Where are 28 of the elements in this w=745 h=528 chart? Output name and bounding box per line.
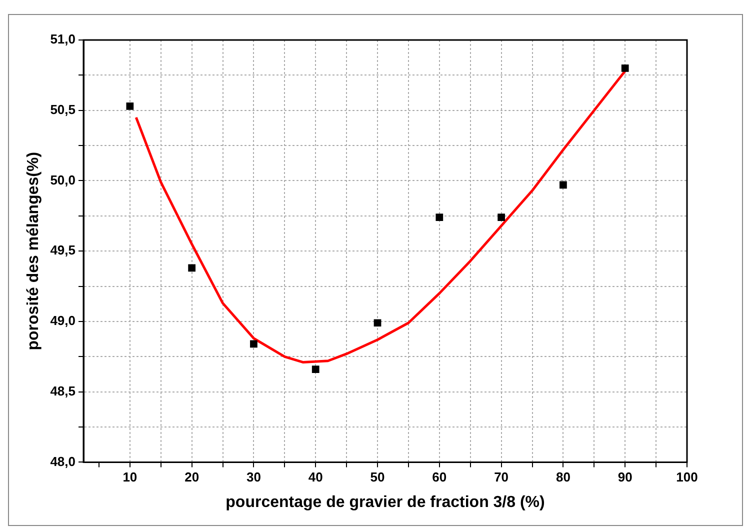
x-tick-label: 80 — [556, 470, 570, 485]
y-tick-label: 51,0 — [50, 32, 76, 47]
x-tick-label: 100 — [676, 470, 698, 485]
y-tick-label: 48,5 — [50, 383, 76, 398]
x-tick-label: 10 — [122, 470, 138, 485]
point — [560, 181, 567, 189]
point — [374, 319, 382, 327]
x-axis-title: pourcentage de gravier de fraction 3/8 (%) — [226, 494, 545, 511]
y-tick-label: 48,0 — [50, 454, 76, 469]
x-tick-label: 30 — [246, 470, 261, 485]
x-tick-label: 60 — [432, 470, 447, 485]
x-tick-label: 70 — [494, 470, 509, 485]
y-tick-label: 49,0 — [50, 313, 76, 328]
y-axis-title: porosité des mélanges(%) — [25, 152, 42, 350]
point — [498, 214, 505, 222]
y-tick-label: 50,5 — [50, 102, 76, 117]
point — [621, 64, 629, 72]
point — [312, 366, 320, 373]
x-tick-label: 40 — [308, 470, 323, 485]
point — [436, 214, 444, 222]
point — [188, 264, 196, 272]
x-tick-label: 50 — [370, 470, 385, 485]
point — [126, 102, 134, 110]
x-tick-label: 90 — [618, 470, 632, 485]
x-tick-label: 20 — [184, 470, 200, 485]
point — [250, 340, 258, 348]
y-tick-label: 49,5 — [50, 242, 76, 258]
y-tick-label: 50,0 — [50, 172, 76, 188]
